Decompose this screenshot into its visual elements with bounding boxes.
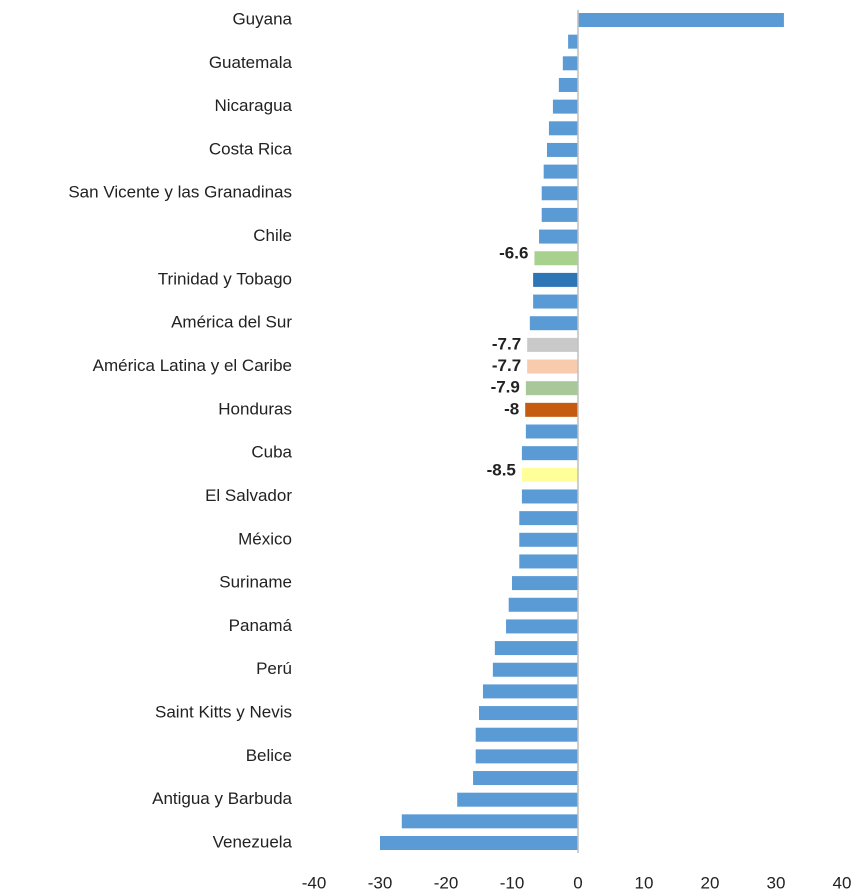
x-tick-label: 40 — [833, 873, 852, 892]
bar — [519, 511, 578, 526]
data-label: -8 — [504, 399, 519, 418]
bar — [568, 34, 578, 49]
bar — [521, 446, 578, 461]
bar — [521, 467, 578, 482]
y-tick-label: Chile — [253, 226, 292, 245]
bar — [541, 207, 578, 222]
bar — [541, 186, 578, 201]
y-tick-label: San Vicente y las Granadinas — [68, 183, 292, 202]
bar — [479, 706, 578, 721]
y-tick-label: El Salvador — [205, 486, 292, 505]
y-tick-label: Saint Kitts y Nevis — [155, 703, 292, 722]
bar — [539, 229, 578, 244]
y-tick-label: Panamá — [229, 616, 293, 635]
bar — [506, 619, 578, 634]
bar — [552, 99, 578, 114]
y-tick-label: Venezuela — [213, 832, 293, 851]
bar — [457, 792, 578, 807]
data-label: -7.7 — [492, 334, 521, 353]
data-label: -7.7 — [492, 356, 521, 375]
y-tick-label: Guyana — [232, 9, 292, 28]
bar — [527, 337, 578, 352]
y-tick-label: Trinidad y Tobago — [158, 269, 292, 288]
bar — [494, 641, 578, 656]
bar — [475, 727, 578, 742]
bar — [533, 294, 578, 309]
bar — [519, 532, 578, 547]
bar — [473, 771, 578, 786]
data-label: -8.5 — [487, 460, 516, 479]
bar — [475, 749, 578, 764]
x-tick-label: 30 — [767, 873, 786, 892]
bar — [529, 316, 578, 331]
x-tick-label: 20 — [701, 873, 720, 892]
bar — [508, 597, 578, 612]
y-tick-label: Costa Rica — [209, 139, 293, 158]
bar — [543, 164, 578, 179]
y-tick-label: Antigua y Barbuda — [152, 789, 292, 808]
data-label: -6.6 — [499, 244, 528, 263]
data-label: -7.9 — [491, 378, 520, 397]
x-tick-label: -20 — [434, 873, 459, 892]
y-tick-label: Nicaragua — [215, 96, 293, 115]
y-tick-label: Perú — [256, 659, 292, 678]
y-tick-label: Suriname — [219, 573, 292, 592]
x-tick-label: 0 — [573, 873, 582, 892]
y-tick-label: Honduras — [218, 399, 292, 418]
bar — [521, 489, 578, 504]
bar — [525, 402, 578, 417]
y-tick-label: América Latina y el Caribe — [93, 356, 292, 375]
bar — [578, 13, 784, 27]
bar — [512, 576, 578, 591]
bar — [534, 251, 578, 266]
bar — [558, 77, 578, 92]
x-tick-label: -40 — [302, 873, 327, 892]
bar — [525, 424, 578, 439]
bar — [492, 662, 578, 677]
y-tick-label: Cuba — [251, 443, 292, 462]
bar — [548, 121, 578, 136]
bar — [546, 142, 578, 157]
y-tick-label: Guatemala — [209, 53, 293, 72]
y-tick-label: Belice — [246, 746, 292, 765]
bar — [380, 836, 578, 850]
bar — [533, 272, 578, 287]
bar — [401, 814, 578, 829]
x-tick-label: 10 — [635, 873, 654, 892]
y-tick-label: América del Sur — [171, 313, 292, 332]
y-tick-label: México — [238, 529, 292, 548]
bar — [519, 554, 578, 569]
bar — [482, 684, 578, 699]
bar — [525, 381, 578, 396]
bar — [562, 56, 578, 71]
bar — [527, 359, 578, 374]
x-tick-label: -30 — [368, 873, 393, 892]
x-tick-label: -10 — [500, 873, 525, 892]
